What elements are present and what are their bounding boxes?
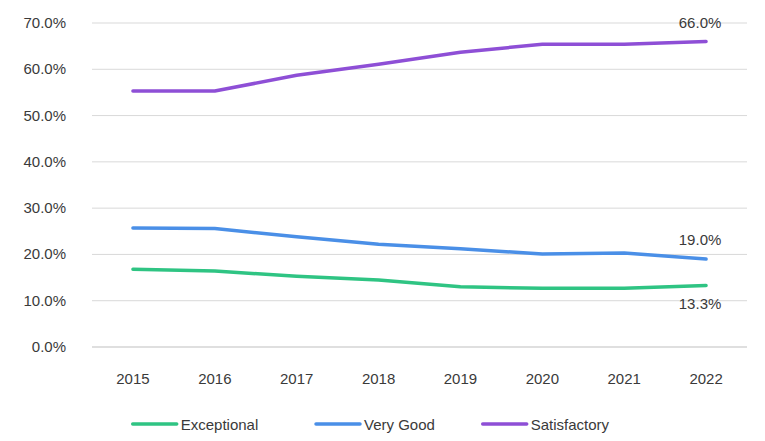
x-tick-label: 2016 (198, 370, 231, 387)
legend-label: Satisfactory (531, 416, 610, 433)
legend-label: Very Good (364, 416, 435, 433)
x-tick-label: 2020 (526, 370, 559, 387)
series-line (133, 42, 706, 92)
y-tick-label: 40.0% (23, 153, 66, 170)
annotation: 66.0% (679, 14, 722, 31)
x-tick-label: 2019 (444, 370, 477, 387)
legend: Exceptional Very Good Satisfactory (133, 416, 610, 433)
grid-line (92, 115, 747, 116)
y-tick-label: 30.0% (23, 199, 66, 216)
y-tick-label: 0.0% (32, 338, 66, 355)
x-tick-label: 2015 (116, 370, 149, 387)
x-tick-label: 2018 (362, 370, 395, 387)
legend-label: Exceptional (181, 416, 259, 433)
grid-line (92, 300, 747, 301)
series-line (133, 228, 706, 259)
grid-line (92, 347, 747, 348)
y-tick-label: 70.0% (23, 14, 66, 31)
x-tick-label: 2022 (689, 370, 722, 387)
grid-line (92, 161, 747, 162)
x-tick-label: 2017 (280, 370, 313, 387)
grid-line (92, 69, 747, 70)
series-group (133, 42, 706, 289)
legend-swatch (483, 422, 527, 426)
annotation: 13.3% (679, 295, 722, 312)
legend-swatch (316, 422, 360, 426)
x-tick-label: 2021 (608, 370, 641, 387)
y-tick-label: 10.0% (23, 292, 66, 309)
chart: 0.0% 10.0% 20.0% 30.0% 40.0% 50.0% 60.0% 70.0% 2… (0, 0, 765, 441)
y-tick-label: 50.0% (23, 107, 66, 124)
legend-swatch (133, 422, 177, 426)
grid-line (92, 23, 747, 24)
grid (92, 23, 747, 347)
grid-line (92, 208, 747, 209)
series-line (133, 269, 706, 288)
y-tick-label: 20.0% (23, 245, 66, 262)
annotation: 19.0% (679, 231, 722, 248)
y-tick-label: 60.0% (23, 60, 66, 77)
